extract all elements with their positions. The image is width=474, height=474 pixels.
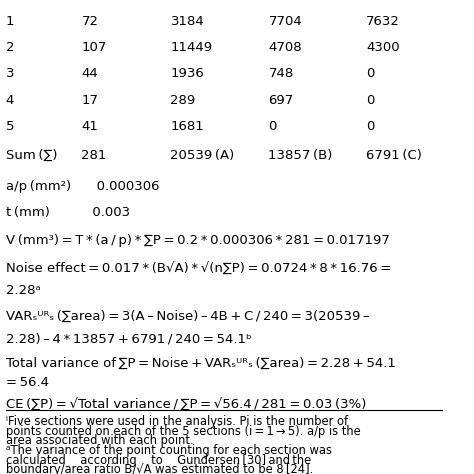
Text: t (mm)          0.003: t (mm) 0.003	[6, 206, 130, 219]
Text: 20539 (A): 20539 (A)	[171, 149, 235, 162]
Text: 44: 44	[82, 67, 98, 81]
Text: 1: 1	[6, 15, 14, 27]
Text: = 56.4: = 56.4	[6, 376, 49, 389]
Text: Total variance of ∑P = Noise + VARₛᵁᴿₛ (∑area) = 2.28 + 54.1: Total variance of ∑P = Noise + VARₛᵁᴿₛ (…	[6, 356, 396, 369]
Text: area associated with each point.: area associated with each point.	[6, 434, 193, 447]
Text: 6791 (C): 6791 (C)	[366, 149, 422, 162]
Text: Noise effect = 0.017 * (B√A) * √(n∑P) = 0.0724 * 8 * 16.76 =: Noise effect = 0.017 * (B√A) * √(n∑P) = …	[6, 262, 391, 275]
Text: points counted on each of the 5 sections (i = 1 → 5). a/p is the: points counted on each of the 5 sections…	[6, 425, 361, 438]
Text: 0: 0	[366, 94, 374, 107]
Text: VARₛᵁᴿₛ (∑area) = 3(A – Noise) – 4B + C / 240 = 3(20539 –: VARₛᵁᴿₛ (∑area) = 3(A – Noise) – 4B + C …	[6, 310, 369, 322]
Text: 107: 107	[82, 41, 107, 54]
Text: 3184: 3184	[171, 15, 204, 27]
Text: 2.28ᵃ: 2.28ᵃ	[6, 284, 41, 297]
Text: 4708: 4708	[268, 41, 302, 54]
Text: calculated    according    to    Gundersen [30] and the: calculated according to Gundersen [30] a…	[6, 454, 311, 467]
Text: 13857 (B): 13857 (B)	[268, 149, 333, 162]
Text: 4300: 4300	[366, 41, 400, 54]
Text: V (mm³) = T * (a / p) * ∑P = 0.2 * 0.000306 * 281 = 0.017197: V (mm³) = T * (a / p) * ∑P = 0.2 * 0.000…	[6, 234, 390, 246]
Text: 1936: 1936	[171, 67, 204, 81]
Text: 3: 3	[6, 67, 14, 81]
Text: 748: 748	[268, 67, 294, 81]
Text: 0: 0	[366, 120, 374, 133]
Text: 17: 17	[82, 94, 99, 107]
Text: 11449: 11449	[171, 41, 213, 54]
Text: CE (∑P) = √Total variance / ∑P = √56.4 / 281 = 0.03 (3%): CE (∑P) = √Total variance / ∑P = √56.4 /…	[6, 397, 366, 410]
Text: 41: 41	[82, 120, 99, 133]
Text: 697: 697	[268, 94, 294, 107]
Text: 4: 4	[6, 94, 14, 107]
Text: boundary/area ratio B/√A was estimated to be 8 [24].: boundary/area ratio B/√A was estimated t…	[6, 464, 313, 474]
Text: 2: 2	[6, 41, 14, 54]
Text: 0: 0	[268, 120, 277, 133]
Text: 289: 289	[171, 94, 196, 107]
Text: 7632: 7632	[366, 15, 400, 27]
Text: 5: 5	[6, 120, 14, 133]
Text: 7704: 7704	[268, 15, 302, 27]
Text: Sum (∑): Sum (∑)	[6, 149, 57, 162]
Text: ⁱFive sections were used in the analysis. Pi is the number of: ⁱFive sections were used in the analysis…	[6, 415, 348, 428]
Text: 1681: 1681	[171, 120, 204, 133]
Text: 0: 0	[366, 67, 374, 81]
Text: 72: 72	[82, 15, 99, 27]
Text: ᵃThe variance of the point counting for each section was: ᵃThe variance of the point counting for …	[6, 444, 332, 457]
Text: 281: 281	[82, 149, 107, 162]
Text: a/p (mm²)      0.000306: a/p (mm²) 0.000306	[6, 180, 159, 192]
Text: 2.28) – 4 * 13857 + 6791 / 240 = 54.1ᵇ: 2.28) – 4 * 13857 + 6791 / 240 = 54.1ᵇ	[6, 332, 252, 345]
